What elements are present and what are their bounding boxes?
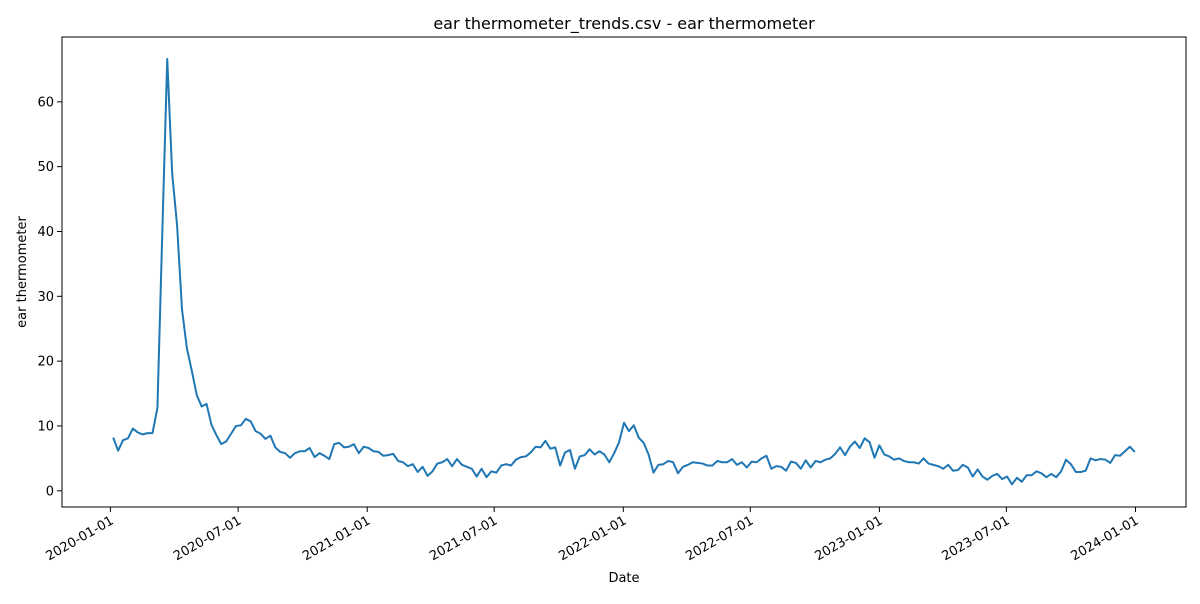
y-tick-label: 40 (37, 225, 54, 240)
y-tick-label: 30 (37, 290, 54, 305)
x-axis-label: Date (608, 571, 639, 586)
y-tick-label: 0 (46, 484, 54, 499)
plot-frame (61, 36, 1187, 508)
data-line (112, 58, 1136, 486)
y-tick-label: 20 (37, 355, 54, 370)
chart-title: ear thermometer_trends.csv - ear thermom… (433, 14, 815, 34)
y-tick-label: 60 (37, 95, 54, 110)
y-tick-label: 10 (37, 419, 54, 434)
y-axis-label: ear thermometer (15, 216, 30, 328)
y-tick-label: 50 (37, 160, 54, 175)
